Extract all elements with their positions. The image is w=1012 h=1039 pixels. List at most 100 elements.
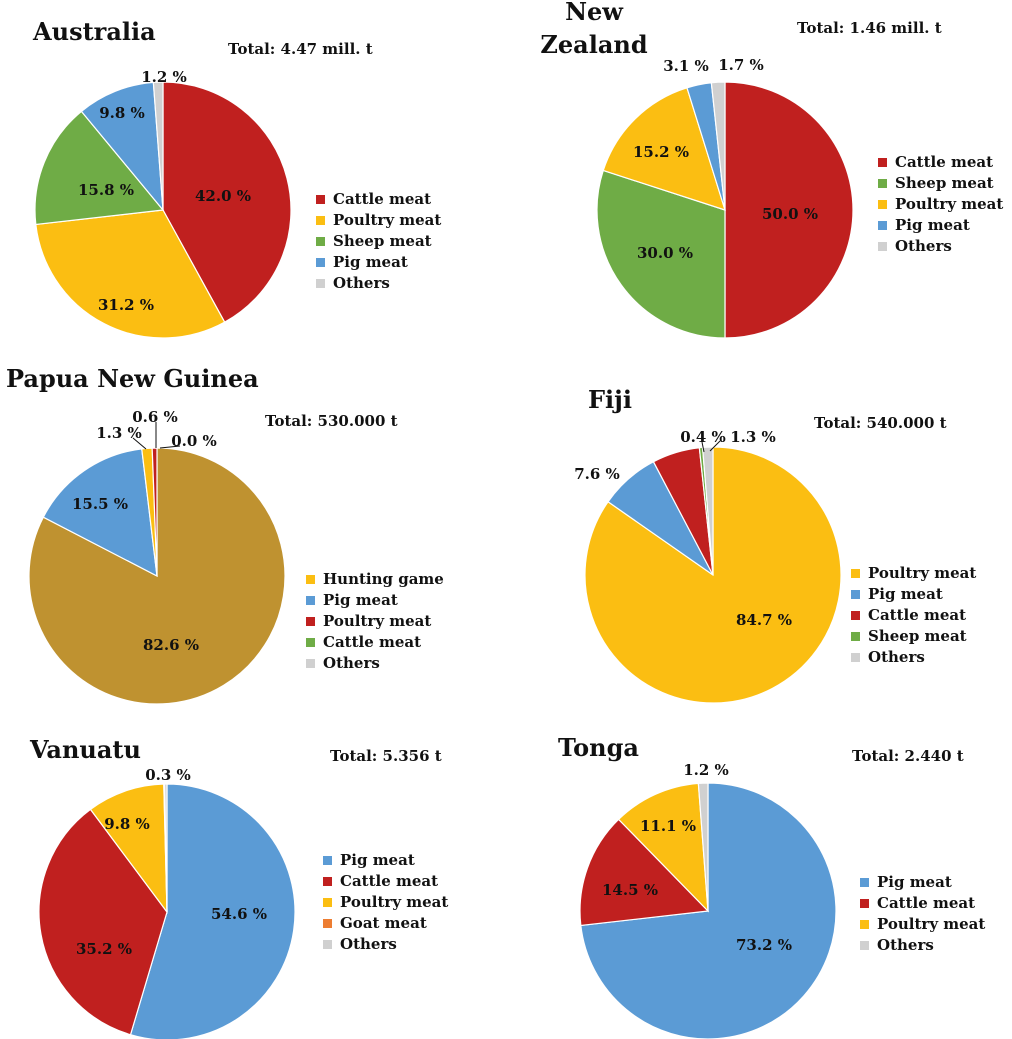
pie-chart-australia: Australia Total: 4.47 mill. t 42.0 % 31.2 %… [32,17,441,339]
legend-label-poultry-meat: Poultry meat [333,211,441,229]
legend-label-poultry-meat: Poultry meat [895,195,1003,213]
pie-slice-cattle-meat [38,808,168,1036]
slice-label-pig-meat: 54.6 % [211,905,267,923]
legend-label-pig-meat: Pig meat [340,851,415,869]
chart-total: Total: 530.000 t [265,412,398,430]
legend-swatch-pig-meat [323,856,332,865]
slice-label-poultry-meat: 1.3 % [96,424,142,442]
slice-label-pig-meat: 9.8 % [99,104,145,122]
legend-label-hunting-game: Hunting game [323,570,444,588]
slice-label-pig-meat: 15.5 % [72,495,128,513]
slice-label-sheep-meat: 15.8 % [78,181,134,199]
slice-label-cattle-meat: 50.0 % [762,205,818,223]
legend-label-others: Others [333,274,390,292]
legend-label-poultry-meat: Poultry meat [877,915,985,933]
legend: Pig meat Cattle meat Poultry meat Others [860,873,985,954]
pie-slice-cattle-meat [724,81,854,339]
pie-slice-others [163,783,168,913]
legend: Poultry meat Pig meat Cattle meat Sheep mea… [851,564,976,666]
legend-swatch-others [860,941,869,950]
pie-slice-pig-meat [42,448,158,578]
pie-slice-cattle-meat [151,447,158,577]
pie-slice-others [701,446,714,576]
slice-label-others: 1.3 % [730,428,776,446]
chart-total: Total: 2.440 t [852,747,964,765]
legend-swatch-others [306,659,315,668]
legend-label-pig-meat: Pig meat [323,591,398,609]
pie-chart-papua-new-guinea: Papua New Guinea Total: 530.000 t 82.6 % 15… [6,364,444,705]
slice-label-poultry-meat: 15.2 % [633,143,689,161]
pie-slice-poultry-meat [89,783,168,914]
legend-swatch-cattle-meat [316,195,325,204]
legend-swatch-others [878,242,887,251]
slice-label-others: 1.2 % [683,761,729,779]
legend-label-pig-meat: Pig meat [895,216,970,234]
legend-label-cattle-meat: Cattle meat [323,633,421,651]
pie-slice-poultry-meat [35,209,226,339]
legend-swatch-cattle-meat [851,611,860,620]
pie-chart-fiji: Fiji Total: 540.000 t 84.7 % 7.6 % 0.4 % 1.3 … [574,385,976,704]
legend-swatch-pig-meat [860,878,869,887]
legend-label-cattle-meat: Cattle meat [877,894,975,912]
chart-total: Total: 5.356 t [330,747,442,765]
legend-swatch-cattle-meat [860,899,869,908]
pie-slice-poultry-meat [617,782,709,913]
legend-label-others: Others [340,935,397,953]
pie-slice-pig-meat [80,81,164,212]
legend-swatch-cattle-meat [306,638,315,647]
pie-slice-sheep-meat [596,169,726,339]
slice-label-sheep-meat: 30.0 % [637,244,693,262]
legend-label-sheep-meat: Sheep meat [895,174,994,192]
legend-swatch-cattle-meat [878,158,887,167]
legend-swatch-pig-meat [306,596,315,605]
slice-label-others: 0.0 % [171,432,217,450]
slice-label-poultry-meat: 11.1 % [640,817,696,835]
slice-label-pig-meat: 73.2 % [736,936,792,954]
chart-title-line: New [565,0,624,26]
legend-label-cattle-meat: Cattle meat [895,153,993,171]
legend-label-pig-meat: Pig meat [868,585,943,603]
legend-swatch-cattle-meat [323,877,332,886]
legend-label-cattle-meat: Cattle meat [868,606,966,624]
pie-slice-others [710,81,726,211]
pie-slice-cattle-meat [162,81,292,323]
legend-label-sheep-meat: Sheep meat [868,627,967,645]
slice-label-poultry-meat: 84.7 % [736,611,792,629]
legend-swatch-poultry-meat [851,569,860,578]
legend-swatch-poultry-meat [878,200,887,209]
slice-label-cattle-meat: 42.0 % [195,187,251,205]
chart-title: Tonga [558,733,639,762]
legend: Hunting game Pig meat Poultry meat Cattle m… [306,570,444,672]
legend-swatch-sheep-meat [851,632,860,641]
legend-label-poultry-meat: Poultry meat [340,893,448,911]
legend-label-cattle-meat: Cattle meat [333,190,431,208]
legend-label-others: Others [895,237,952,255]
legend-swatch-others [323,940,332,949]
pie-chart-new-zealand: New Zealand Total: 1.46 mill. t 50.0 % 30.0 … [540,0,1003,339]
chart-total: Total: 4.47 mill. t [228,40,373,58]
pie-slice-others [697,782,709,912]
chart-title: Australia [32,17,156,46]
leader-line [159,445,181,449]
legend-label-others: Others [868,648,925,666]
legend-swatch-goat-meat [323,919,332,928]
legend-swatch-pig-meat [316,258,325,267]
pie-slice-cattle-meat [579,818,710,927]
slice-label-cattle-meat: 0.6 % [132,408,178,426]
legend-swatch-sheep-meat [316,237,325,246]
legend-label-sheep-meat: Sheep meat [333,232,432,250]
slice-label-others: 0.3 % [145,766,191,784]
pie-slice-sheep-meat [34,110,165,226]
pie-slice-pig-meat [129,783,296,1039]
slice-label-sheep-meat: 0.4 % [680,428,726,446]
slice-label-cattle-meat: 14.5 % [602,881,658,899]
slice-label-poultry-meat: 9.8 % [104,815,150,833]
pie-chart-tonga: Tonga Total: 2.440 t 73.2 % 14.5 % 11.1 % 1.2… [558,733,985,1039]
legend-label-pig-meat: Pig meat [333,253,408,271]
legend: Pig meat Cattle meat Poultry meat Goat meat… [323,851,448,953]
slice-label-others: 1.2 % [141,68,187,86]
slice-label-hunting-game: 82.6 % [143,636,199,654]
legend-swatch-sheep-meat [878,179,887,188]
slice-label-cattle-meat: 35.2 % [76,940,132,958]
legend-label-poultry-meat: Poultry meat [868,564,976,582]
